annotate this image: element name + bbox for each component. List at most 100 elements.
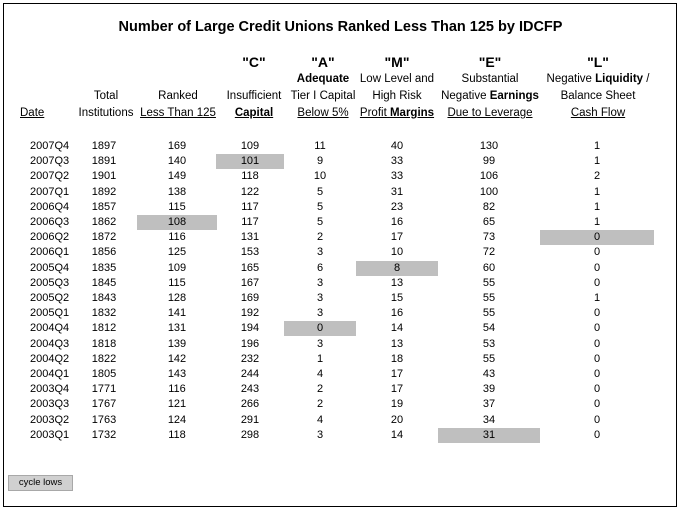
capital-cell: 101: [216, 154, 284, 170]
adequate-cell: 3: [316, 428, 324, 441]
header-e-letter: "E": [478, 54, 502, 70]
margins-cell: 15: [390, 292, 404, 304]
header-total: Total Institutions: [72, 88, 140, 122]
margins-cell: 31: [390, 185, 404, 198]
table-row: 2004Q2 1822 142 232 1 18 55 0: [0, 352, 681, 367]
ranked-cell: 142: [167, 352, 187, 365]
total-cell: 1892: [91, 185, 117, 198]
capital-cell: 153: [240, 246, 260, 259]
margins-cell: 40: [390, 140, 404, 152]
earnings-cell: 37: [482, 398, 496, 411]
liquidity-cell: 1: [593, 216, 601, 228]
ranked-cell: 169: [167, 140, 187, 152]
earnings-cell: 39: [482, 383, 496, 396]
margins-cell: 10: [390, 246, 404, 259]
adequate-cell: 5: [316, 200, 324, 213]
date-cell: 2005Q2: [30, 292, 70, 304]
margins-cell: 14: [390, 322, 404, 335]
date-cell: 2007Q2: [30, 170, 70, 183]
header-c-line1: Insufficient: [226, 90, 282, 102]
ranked-cell: 115: [168, 200, 186, 213]
adequate-cell: 2: [316, 231, 324, 244]
total-cell: 1857: [91, 200, 117, 213]
earnings-cell: 82: [482, 200, 496, 213]
margins-cell: 16: [390, 216, 404, 228]
capital-cell: 196: [240, 337, 260, 350]
table-row: 2007Q3 1891 140 101 9 33 99 1: [0, 154, 681, 170]
liquidity-cell: 1: [593, 200, 601, 213]
header-date-label: Date: [20, 107, 45, 119]
ranked-cell: 124: [167, 413, 187, 426]
earnings-cell: 100: [479, 185, 499, 198]
total-cell: 1732: [91, 428, 117, 441]
total-cell: 1843: [91, 292, 117, 304]
adequate-cell: 3: [316, 292, 324, 304]
liquidity-cell: 0: [593, 413, 601, 426]
margins-cell: 19: [390, 398, 404, 411]
capital-cell: 266: [240, 398, 260, 411]
total-cell: 1872: [91, 231, 117, 244]
capital-cell: 244: [240, 368, 260, 380]
liquidity-cell: 0: [540, 230, 654, 246]
adequate-cell: 4: [316, 368, 324, 380]
header-m-line3b: Margins: [389, 107, 435, 119]
ranked-cell: 121: [167, 398, 187, 411]
adequate-cell: 9: [316, 155, 324, 168]
capital-cell: 122: [240, 185, 260, 198]
date-cell: 2005Q1: [30, 307, 70, 320]
page-title: Number of Large Credit Unions Ranked Les…: [118, 19, 563, 35]
adequate-cell: 3: [316, 246, 324, 259]
capital-cell: 298: [240, 428, 260, 441]
date-cell: 2004Q2: [30, 352, 70, 365]
date-cell: 2004Q3: [30, 337, 70, 350]
legend-cycle-lows: cycle lows: [8, 475, 73, 491]
date-cell: 2006Q3: [30, 216, 70, 228]
header-l-line1a: Negative: [546, 73, 596, 85]
table-row: 2004Q3 1818 139 196 3 13 53 0: [0, 337, 681, 352]
header-a: "A" Adequate Tier I Capital Below 5%: [284, 54, 362, 122]
date-cell: 2006Q2: [30, 231, 70, 244]
ranked-cell: 141: [167, 307, 187, 320]
table-row: 2007Q2 1901 149 118 10 33 106 2: [0, 169, 681, 184]
total-cell: 1812: [91, 322, 117, 335]
table-row: 2005Q2 1843 128 169 3 15 55 1: [0, 291, 681, 306]
ranked-cell: 131: [167, 322, 187, 335]
ranked-cell: 109: [167, 261, 187, 274]
header-m-line1: Low Level and: [359, 73, 435, 85]
capital-cell: 167: [240, 276, 260, 289]
table-row: 2003Q3 1767 121 266 2 19 37 0: [0, 397, 681, 412]
table-row: 2005Q4 1835 109 165 6 8 60 0: [0, 260, 681, 276]
table-row: 2007Q1 1892 138 122 5 31 100 1: [0, 185, 681, 200]
header-e-line2b: Earnings: [489, 90, 539, 102]
liquidity-cell: 0: [593, 428, 601, 441]
adequate-cell: 3: [316, 276, 324, 289]
date-cell: 2004Q1: [30, 368, 70, 380]
ranked-cell: 138: [167, 185, 187, 198]
adequate-cell: 2: [316, 383, 324, 396]
header-e-line1: Substantial: [461, 73, 519, 85]
margins-cell: 17: [390, 231, 404, 244]
total-cell: 1901: [91, 170, 117, 183]
adequate-cell: 11: [314, 140, 326, 152]
liquidity-cell: 2: [593, 170, 601, 183]
total-cell: 1767: [91, 398, 117, 411]
header-ranked-line2: Less Than 125: [140, 107, 216, 119]
earnings-cell: 55: [482, 292, 496, 304]
earnings-cell: 53: [482, 337, 496, 350]
earnings-cell: 54: [482, 322, 496, 335]
capital-cell: 131: [240, 231, 260, 244]
table-row: 2003Q1 1732 118 298 3 14 31 0: [0, 427, 681, 443]
date-cell: 2005Q3: [30, 276, 70, 289]
ranked-cell: 116: [168, 231, 186, 244]
margins-cell: 20: [390, 413, 404, 426]
header-total-line1: Total: [93, 90, 119, 102]
total-cell: 1845: [91, 276, 117, 289]
header-m-line3a: Profit: [359, 107, 390, 119]
total-cell: 1822: [91, 352, 117, 365]
liquidity-cell: 1: [593, 155, 601, 168]
total-cell: 1818: [91, 337, 117, 350]
header-l-line1c: /: [643, 73, 650, 85]
table-row: 2006Q3 1862 108 117 5 16 65 1: [0, 215, 681, 230]
ranked-cell: 116: [168, 383, 186, 396]
table-row: 2006Q2 1872 116 131 2 17 73 0: [0, 230, 681, 246]
